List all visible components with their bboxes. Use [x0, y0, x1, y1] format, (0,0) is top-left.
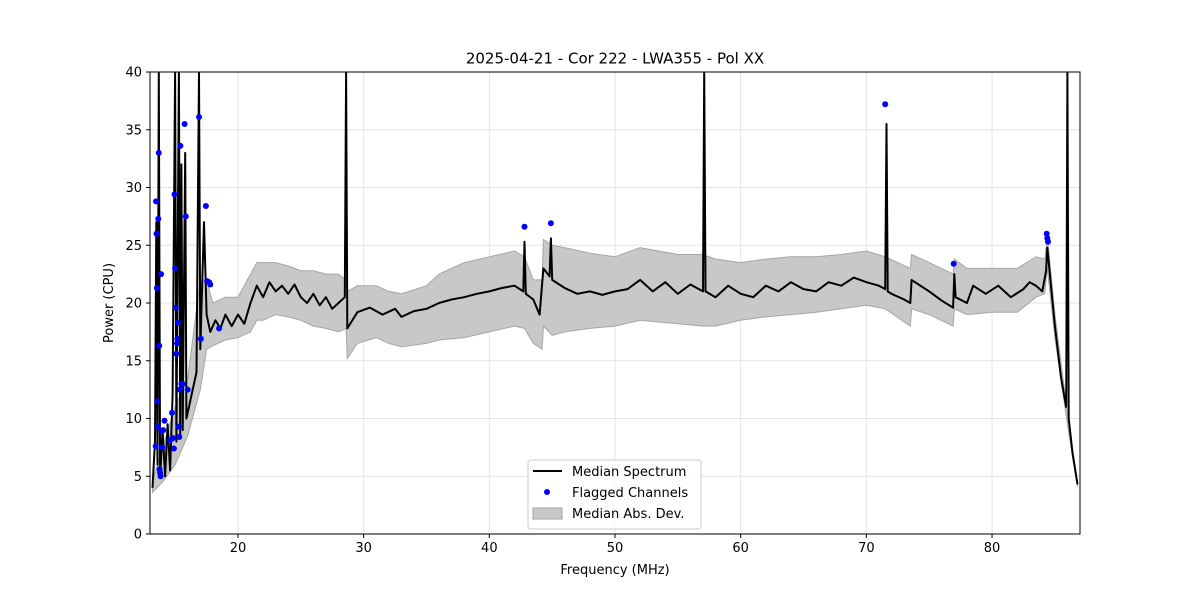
- flagged-point: [196, 114, 202, 120]
- legend-median-label: Median Spectrum: [572, 465, 686, 480]
- flagged-point: [152, 443, 159, 450]
- flagged-point: [173, 350, 180, 357]
- flagged-channels: [152, 101, 1051, 480]
- flagged-point: [197, 335, 204, 342]
- legend-mad-swatch: [532, 507, 563, 520]
- y-tick-label: 10: [125, 412, 142, 427]
- flagged-point: [176, 386, 183, 393]
- x-tick-label: 50: [607, 541, 624, 556]
- x-tick-label: 80: [984, 541, 1001, 556]
- flagged-point: [170, 445, 177, 452]
- flagged-point: [156, 342, 163, 349]
- flagged-point: [158, 271, 165, 278]
- flagged-point: [181, 121, 188, 127]
- flagged-point: [882, 101, 889, 108]
- y-tick-label: 40: [125, 66, 142, 81]
- legend-box: [527, 459, 702, 530]
- flagged-point: [184, 386, 191, 393]
- x-axis: 20 30 40 50 60 70 80: [230, 534, 1001, 556]
- y-tick-label: 15: [125, 354, 142, 369]
- y-tick-label: 30: [125, 181, 142, 196]
- median-spectrum-line: [151, 72, 1079, 488]
- flagged-point: [154, 398, 161, 405]
- y-tick-label: 0: [134, 528, 142, 543]
- flagged-point: [153, 230, 160, 237]
- flagged-point: [161, 417, 168, 424]
- x-axis-label: Frequency (MHz): [560, 563, 669, 578]
- flagged-point: [174, 340, 180, 347]
- x-tick-label: 70: [858, 541, 875, 556]
- flagged-point: [153, 285, 160, 291]
- flagged-point: [159, 444, 166, 451]
- y-axis-label: Power (CPU): [102, 263, 117, 343]
- flagged-point: [172, 304, 179, 311]
- legend: Median Spectrum Flagged Channels Median …: [527, 459, 702, 530]
- chart-title: 2025-04-21 - Cor 222 - LWA355 - Pol XX: [466, 50, 764, 68]
- y-axis: 0 5 10 15 20 25 30 35 40: [125, 66, 150, 543]
- flagged-point: [1043, 230, 1050, 237]
- y-tick-label: 25: [125, 239, 142, 254]
- x-tick-label: 40: [481, 541, 498, 556]
- flagged-point: [175, 423, 182, 430]
- flagged-point: [155, 149, 162, 156]
- flagged-point: [160, 427, 167, 434]
- flagged-point: [521, 223, 528, 230]
- flagged-point: [176, 434, 183, 440]
- legend-flagged-swatch: [544, 489, 550, 495]
- flagged-point: [174, 319, 181, 326]
- flagged-point: [174, 335, 181, 342]
- flagged-point: [1045, 238, 1051, 245]
- flagged-point: [216, 325, 223, 332]
- flagged-point: [207, 281, 214, 288]
- flagged-point: [179, 380, 186, 387]
- flagged-point: [182, 213, 189, 220]
- flagged-point: [157, 473, 164, 480]
- legend-mad-label: Median Abs. Dev.: [572, 507, 684, 522]
- flagged-point: [153, 198, 159, 205]
- y-tick-label: 5: [134, 470, 142, 485]
- x-tick-label: 20: [230, 541, 247, 556]
- flagged-point: [155, 215, 162, 222]
- flagged-point: [950, 260, 957, 267]
- flagged-point: [547, 220, 554, 227]
- mad-band: [152, 235, 1078, 494]
- flagged-point: [169, 409, 175, 416]
- flagged-point: [171, 191, 178, 198]
- legend-flagged-label: Flagged Channels: [572, 486, 688, 501]
- y-tick-label: 20: [125, 297, 142, 312]
- x-tick-label: 30: [355, 541, 372, 556]
- x-tick-label: 60: [732, 541, 749, 556]
- flagged-point: [154, 423, 161, 430]
- flagged-point: [172, 265, 179, 272]
- y-tick-label: 35: [125, 123, 142, 138]
- flagged-point: [169, 435, 176, 442]
- flagged-point: [202, 203, 209, 209]
- flagged-point: [177, 142, 184, 149]
